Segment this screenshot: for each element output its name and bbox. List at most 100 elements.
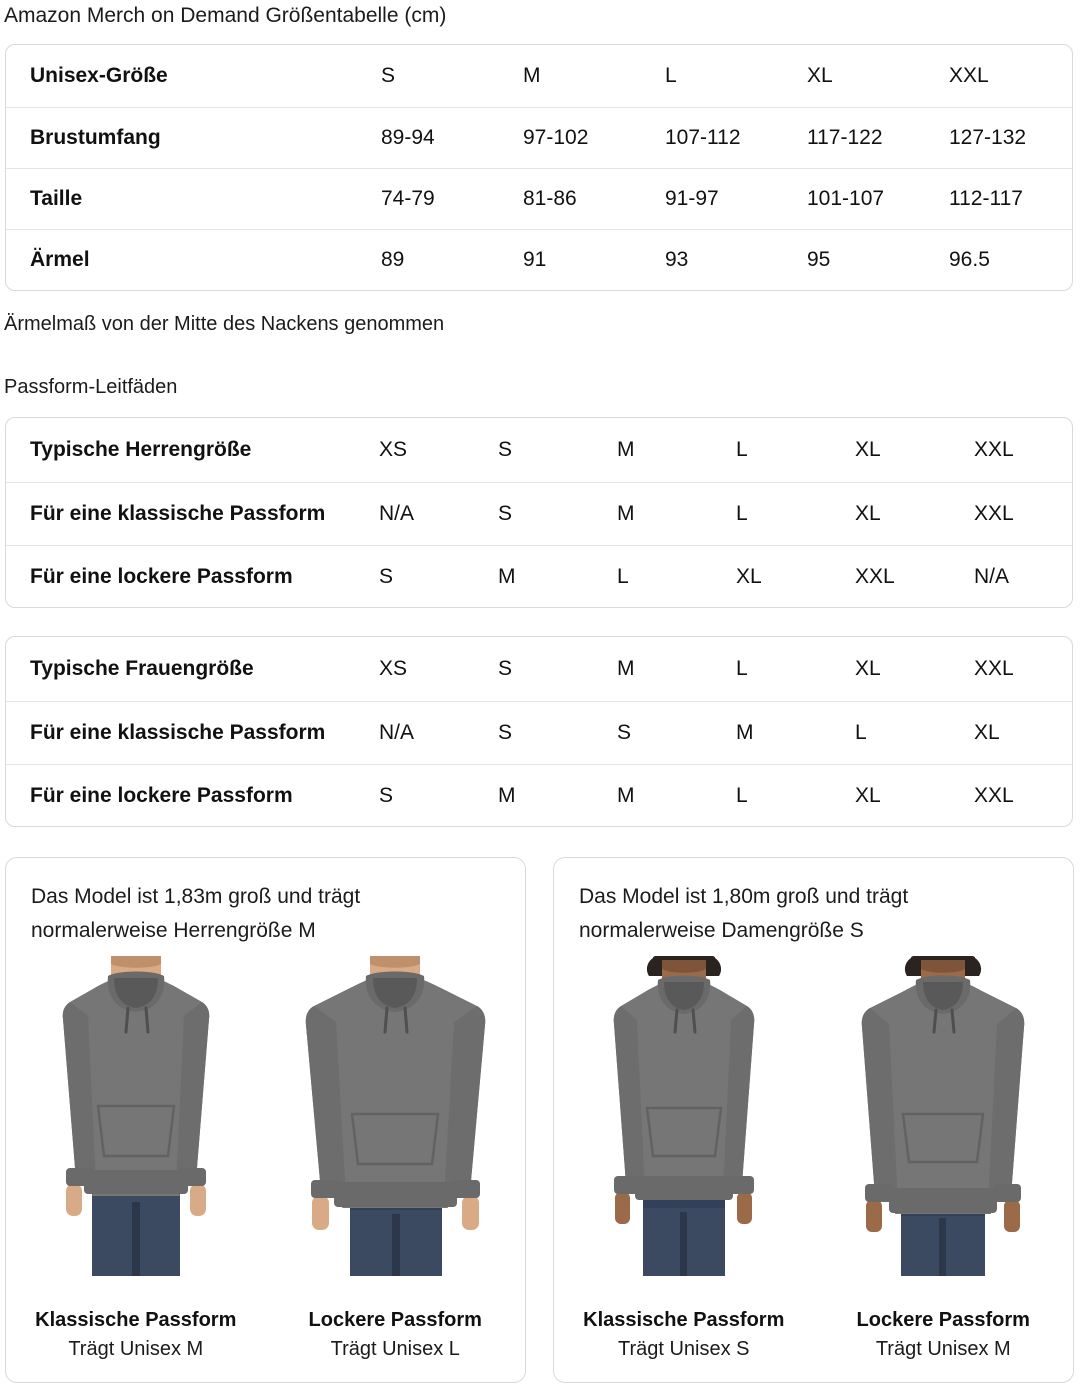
wears-size: Trägt Unisex M <box>875 1338 1011 1360</box>
row-label: Unisex-Größe <box>30 63 168 87</box>
row-value: 96.5 <box>949 228 1072 290</box>
womens-relaxed-fit-figure <box>814 956 1074 1276</box>
row-value: 91 <box>523 228 665 290</box>
row-value: L <box>855 700 974 764</box>
row-value: XL <box>974 700 1072 764</box>
womens-figure-row <box>554 956 1073 1276</box>
row-label: Taille <box>6 167 381 229</box>
row-value: S <box>498 437 513 461</box>
row-value: M <box>617 656 635 680</box>
row-value: XXL <box>949 63 989 87</box>
womens-classic-fit-figure <box>554 956 814 1276</box>
sleeve-measurement-note: Ärmelmaß von der Mitte des Nackens genom… <box>4 313 445 335</box>
row-value: 91-97 <box>665 167 807 229</box>
table-row: Für eine lockere Passform S M M L XL XXL <box>6 763 1072 826</box>
womens-classic-fit-caption: Klassische Passform Trägt Unisex S <box>554 1306 814 1364</box>
row-value: XL <box>807 63 833 87</box>
mens-relaxed-fit-caption: Lockere Passform Trägt Unisex L <box>266 1306 526 1364</box>
womens-model-card: Das Model ist 1,80m groß und trägt norma… <box>553 857 1074 1383</box>
row-value: M <box>498 763 617 826</box>
row-value: M <box>617 763 736 826</box>
row-value: L <box>736 437 748 461</box>
mens-classic-fit-caption: Klassische Passform Trägt Unisex M <box>6 1306 266 1364</box>
row-value: XL <box>855 481 974 545</box>
wears-size: Trägt Unisex L <box>330 1338 460 1360</box>
row-value: 117-122 <box>807 106 949 168</box>
row-label: Für eine klassische Passform <box>6 481 379 545</box>
page-title: Amazon Merch on Demand Größentabelle (cm… <box>4 4 447 27</box>
row-value: L <box>736 656 748 680</box>
mens-relaxed-fit-figure <box>266 956 526 1276</box>
row-value: M <box>617 437 635 461</box>
row-label: Brustumfang <box>6 106 381 168</box>
fit-label: Klassische Passform <box>583 1309 785 1331</box>
female-model-relaxed-fit-illustration <box>862 956 1025 1276</box>
table-row: Für eine klassische Passform N/A S S M L… <box>6 700 1072 764</box>
row-value: XXL <box>855 544 974 607</box>
row-value: XL <box>855 656 881 680</box>
row-value: XXL <box>974 656 1014 680</box>
row-value: L <box>665 63 677 87</box>
row-value: L <box>736 481 855 545</box>
row-value: M <box>498 544 617 607</box>
row-value: N/A <box>379 481 498 545</box>
row-label: Für eine klassische Passform <box>6 700 379 764</box>
row-value: M <box>523 63 541 87</box>
row-value: XS <box>379 656 408 680</box>
wears-size: Trägt Unisex M <box>68 1338 204 1360</box>
table-row: Ärmel 89 91 93 95 96.5 <box>6 228 1072 290</box>
row-label: Ärmel <box>6 228 381 290</box>
row-value: 89 <box>381 228 523 290</box>
mens-fit-guide-table: Typische Herrengröße XS S M L XL XXL Für… <box>5 417 1073 608</box>
table-row: Brustumfang 89-94 97-102 107-112 117-122… <box>6 106 1072 168</box>
row-label: Typische Frauengröße <box>30 656 254 680</box>
row-value: 97-102 <box>523 106 665 168</box>
male-model-relaxed-fit-illustration <box>305 956 485 1276</box>
womens-caption-row: Klassische Passform Trägt Unisex S Locke… <box>554 1306 1073 1364</box>
row-label: Für eine lockere Passform <box>6 544 379 607</box>
row-value: S <box>498 700 617 764</box>
row-value: XS <box>379 437 408 461</box>
row-value: S <box>379 544 498 607</box>
table-row: Für eine lockere Passform S M L XL XXL N… <box>6 544 1072 607</box>
row-value: S <box>381 63 396 87</box>
row-value: 95 <box>807 228 949 290</box>
table-row: Typische Herrengröße XS S M L XL XXL <box>6 418 1072 482</box>
row-value: XXL <box>974 763 1072 826</box>
womens-relaxed-fit-caption: Lockere Passform Trägt Unisex M <box>814 1306 1074 1364</box>
fit-label: Lockere Passform <box>308 1309 482 1331</box>
row-value: L <box>736 763 855 826</box>
row-value: N/A <box>379 700 498 764</box>
table-row: Taille 74-79 81-86 91-97 101-107 112-117 <box>6 167 1072 229</box>
row-label: Für eine lockere Passform <box>6 763 379 826</box>
row-value: XXL <box>974 481 1072 545</box>
wears-size: Trägt Unisex S <box>617 1338 750 1360</box>
row-value: 101-107 <box>807 167 949 229</box>
row-value: S <box>379 763 498 826</box>
fit-guides-heading: Passform-Leitfäden <box>4 376 178 398</box>
row-value: M <box>736 700 855 764</box>
row-value: XL <box>736 544 855 607</box>
row-value: 81-86 <box>523 167 665 229</box>
row-value: S <box>498 481 617 545</box>
row-value: 93 <box>665 228 807 290</box>
row-value: 89-94 <box>381 106 523 168</box>
row-value: XXL <box>974 437 1014 461</box>
row-value: XL <box>855 763 974 826</box>
mens-model-description: Das Model ist 1,83m groß und trägt norma… <box>31 885 361 942</box>
row-value: 112-117 <box>949 167 1072 229</box>
row-value: L <box>617 544 736 607</box>
row-value: S <box>617 700 736 764</box>
table-row: Typische Frauengröße XS S M L XL XXL <box>6 637 1072 701</box>
row-value: N/A <box>974 544 1072 607</box>
mens-figure-row <box>6 956 525 1276</box>
fit-label: Klassische Passform <box>35 1309 237 1331</box>
table-row: Unisex-Größe S M L XL XXL <box>6 45 1072 107</box>
fit-label: Lockere Passform <box>856 1309 1030 1331</box>
row-value: 127-132 <box>949 106 1072 168</box>
male-model-classic-fit-illustration <box>62 956 209 1276</box>
mens-classic-fit-figure <box>6 956 266 1276</box>
row-value: M <box>617 481 736 545</box>
row-value: XL <box>855 437 881 461</box>
